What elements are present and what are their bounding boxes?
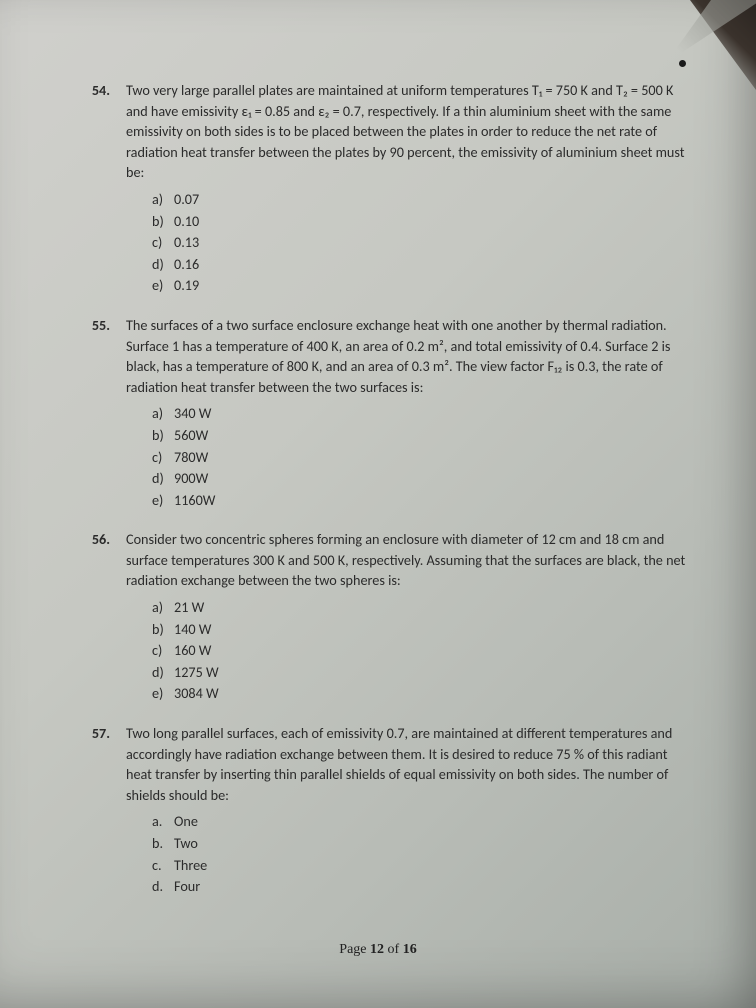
option: a)21 W xyxy=(152,597,696,618)
option-letter: b) xyxy=(152,425,174,446)
question: 55. The surfaces of a two surface enclosu… xyxy=(80,315,696,511)
option-letter: a) xyxy=(152,403,174,424)
option-letter: b. xyxy=(152,833,174,854)
option-text: 140 W xyxy=(174,620,211,638)
option-text: Four xyxy=(174,877,200,895)
option: b)140 W xyxy=(152,619,696,640)
option-letter: a. xyxy=(152,811,174,832)
option-letter: a) xyxy=(152,189,174,210)
page-total: 16 xyxy=(403,942,417,957)
question-stem: The surfaces of a two surface enclosure … xyxy=(126,315,696,397)
option-text: 3084 W xyxy=(174,684,219,702)
question-number: 54. xyxy=(80,80,110,297)
option: e)3084 W xyxy=(152,683,696,704)
option-letter: e) xyxy=(152,683,174,704)
page-prefix: Page xyxy=(339,942,370,957)
option-text: 1275 W xyxy=(174,663,219,681)
option: a)340 W xyxy=(152,403,696,424)
question-body: Two very large parallel plates are maint… xyxy=(126,80,696,297)
option-text: 0.13 xyxy=(174,233,199,251)
option-letter: c) xyxy=(152,447,174,468)
option: c.Three xyxy=(152,855,696,876)
option-letter: e) xyxy=(152,275,174,296)
options-list: a)21 Wb)140 Wc)160 Wd)1275 We)3084 W xyxy=(126,597,696,704)
option-text: 1160W xyxy=(174,491,215,509)
options-list: a.Oneb.Twoc.Threed.Four xyxy=(126,811,696,896)
option-text: 0.16 xyxy=(174,255,199,273)
option-text: 21 W xyxy=(174,598,204,616)
page-of: of xyxy=(384,942,403,957)
option-text: Three xyxy=(174,856,207,874)
dot-mark xyxy=(679,60,686,67)
option: b)0.10 xyxy=(152,211,696,232)
option-letter: b) xyxy=(152,619,174,640)
question: 56. Consider two concentric spheres formi… xyxy=(80,529,696,705)
options-list: a)340 Wb)560Wc)780Wd)900We)1160W xyxy=(126,403,696,510)
document-page: 54. Two very large parallel plates are ma… xyxy=(0,0,756,1008)
option: d)1275 W xyxy=(152,662,696,683)
question: 54. Two very large parallel plates are ma… xyxy=(80,80,696,297)
option: d)900W xyxy=(152,468,696,489)
option: b.Two xyxy=(152,833,696,854)
option-text: 160 W xyxy=(174,641,211,659)
option-text: 340 W xyxy=(174,404,211,422)
option: c)160 W xyxy=(152,640,696,661)
question-stem: Two long parallel surfaces, each of emis… xyxy=(126,723,696,805)
option-text: 900W xyxy=(174,469,208,487)
question-stem: Consider two concentric spheres forming … xyxy=(126,529,696,591)
option-text: 560W xyxy=(174,426,208,444)
option: c)780W xyxy=(152,447,696,468)
question-body: Consider two concentric spheres forming … xyxy=(126,529,696,705)
option-letter: d) xyxy=(152,468,174,489)
option-letter: e) xyxy=(152,490,174,511)
option-letter: c) xyxy=(152,232,174,253)
questions-container: 54. Two very large parallel plates are ma… xyxy=(80,80,696,898)
option-letter: c) xyxy=(152,640,174,661)
option: c)0.13 xyxy=(152,232,696,253)
option-letter: d. xyxy=(152,876,174,897)
option: a)0.07 xyxy=(152,189,696,210)
option: d)0.16 xyxy=(152,254,696,275)
options-list: a)0.07b)0.10c)0.13d)0.16e)0.19 xyxy=(126,189,696,296)
option-text: 0.10 xyxy=(174,212,199,230)
option-text: 0.19 xyxy=(174,276,199,294)
question-number: 56. xyxy=(80,529,110,705)
option-text: 780W xyxy=(174,448,208,466)
page-current: 12 xyxy=(370,942,384,957)
option: b)560W xyxy=(152,425,696,446)
question-number: 55. xyxy=(80,315,110,511)
question: 57. Two long parallel surfaces, each of e… xyxy=(80,723,696,898)
question-number: 57. xyxy=(80,723,110,898)
question-body: The surfaces of a two surface enclosure … xyxy=(126,315,696,511)
option: a.One xyxy=(152,811,696,832)
option-text: 0.07 xyxy=(174,190,199,208)
option-letter: d) xyxy=(152,254,174,275)
question-body: Two long parallel surfaces, each of emis… xyxy=(126,723,696,898)
option: e)0.19 xyxy=(152,275,696,296)
page-number: Page 12 of 16 xyxy=(0,942,756,958)
option: d.Four xyxy=(152,876,696,897)
option-letter: b) xyxy=(152,211,174,232)
question-stem: Two very large parallel plates are maint… xyxy=(126,80,696,183)
option-text: Two xyxy=(174,834,198,852)
option-letter: d) xyxy=(152,662,174,683)
option: e)1160W xyxy=(152,490,696,511)
option-text: One xyxy=(174,812,198,830)
option-letter: c. xyxy=(152,855,174,876)
option-letter: a) xyxy=(152,597,174,618)
